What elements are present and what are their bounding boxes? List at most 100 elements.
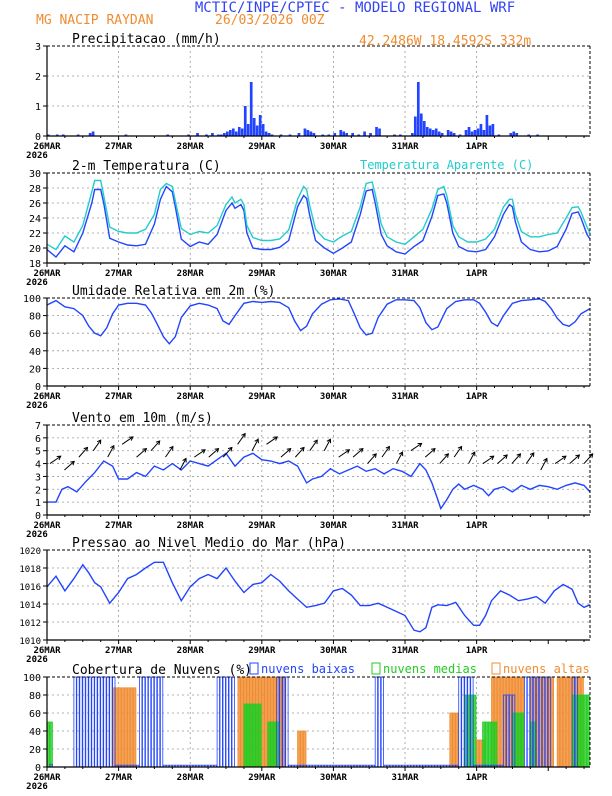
y-tick-label: 5 [35, 447, 41, 458]
cloud-high-bar [237, 676, 241, 768]
precip-bar [497, 134, 501, 136]
header-coords: 42.2486W 18.4592S 332m [359, 34, 531, 49]
y-tick-label: 100 [23, 294, 41, 305]
cloud-high-bar [449, 712, 453, 768]
temp-title: 2-m Temperatura (C) [72, 159, 221, 174]
wind-vector-head [83, 446, 89, 452]
y-tick-label: 26 [29, 199, 41, 210]
wind-vector [367, 453, 377, 464]
cloud-low-bar [82, 676, 86, 768]
cloud-high-bar [565, 676, 569, 768]
wind-title: Vento em 10m (m/s) [72, 411, 213, 426]
cloud-high-bar [264, 676, 268, 768]
y-tick-label: 100 [23, 673, 41, 684]
wind-vector-head [227, 446, 233, 452]
precip-bar [217, 134, 220, 136]
cloud-mid-bar [246, 703, 250, 768]
cloud-low-bar [526, 676, 531, 768]
y-tick-label: 1012 [19, 619, 41, 629]
wind-vector [338, 449, 350, 458]
precip-bar [312, 133, 316, 136]
precip-bar [88, 133, 92, 136]
wind-vector [511, 453, 521, 464]
precip-bar [55, 134, 59, 136]
cloud-high-bar [303, 730, 307, 768]
precip-bar [440, 133, 444, 136]
wind-vector [237, 433, 246, 445]
pressure-title: Pressao ao Nivel Medio do Mar (hPa) [72, 536, 346, 551]
cloud-high-bar [133, 687, 137, 768]
x-day-label: 1APR [466, 392, 488, 402]
wind-vector-head [56, 455, 62, 461]
cloud-mid-bar [491, 721, 495, 768]
y-tick-label: 2 [35, 72, 41, 83]
wind-vector-head [70, 460, 75, 466]
x-day-label: 1APR [466, 773, 488, 783]
wind-vector [165, 446, 174, 458]
precip-bar [491, 124, 495, 136]
x-day-label: 31MAR [391, 521, 419, 531]
cloud-low-bar [159, 676, 164, 768]
cloud-legend-swatch [249, 662, 259, 675]
clouds-panel: 0 20 40 60 80 100 26MAR 27MAR 28MAR 29MAR 30MAR 31M… [23, 662, 591, 792]
wind-vector-head [182, 457, 187, 463]
cloud-low-bar [73, 676, 77, 768]
cloud-high-bar [568, 676, 572, 768]
cloud-low-bar [94, 676, 98, 768]
cloud-mid-bar [252, 703, 256, 768]
x-day-label: 29MAR [248, 521, 276, 531]
cloud-mid-bar [583, 694, 587, 768]
precip-bar [351, 133, 355, 136]
precip-bar [378, 128, 381, 136]
precip-bar [252, 118, 256, 136]
pressure-series-line [46, 561, 591, 633]
precip-bar [527, 134, 531, 136]
y-tick-label: 0 [35, 511, 41, 522]
rh-title: Umidade Relativa em 2m (%) [72, 284, 276, 299]
wind-vector [251, 439, 259, 451]
x-day-label: 26MAR [33, 521, 61, 531]
cloud-low-bar [139, 676, 143, 768]
cloud-low-bar [106, 676, 110, 768]
wind-vector [222, 447, 233, 458]
wind-vector-head [169, 445, 174, 451]
cloud-mid-bar [577, 694, 581, 768]
wind-vector [78, 447, 88, 458]
x-day-label: 31MAR [391, 773, 419, 783]
precip-bar [339, 130, 343, 136]
x-day-label: 30MAR [320, 142, 348, 152]
cloud-legend-label: nuvens medias [383, 662, 477, 676]
precip-bar [220, 134, 223, 136]
wind-vector-head [503, 454, 508, 459]
cloud-high-bar [297, 730, 301, 768]
x-day-label: 27MAR [105, 142, 133, 152]
x-day-label: 30MAR [320, 773, 348, 783]
cloud-low-bar [100, 676, 104, 768]
x-year-label: 2026 [26, 151, 48, 161]
precip-bar [464, 130, 468, 136]
wind-vector [136, 448, 147, 458]
y-tick-label: 1 [35, 498, 41, 509]
y-tick-label: 60 [29, 329, 41, 340]
precip-bar [437, 131, 441, 136]
precip-bar [363, 131, 366, 136]
wind-vector [395, 451, 403, 464]
wind-vector-head [300, 446, 305, 452]
y-tick-label: 1010 [19, 637, 41, 647]
rh-series-line [46, 298, 591, 345]
temp-series-line [46, 185, 591, 258]
wind-vector-head [543, 457, 548, 463]
wind-panel: 0 1 2 34 5 6 7 26MAR 27MAR 28MAR 29MAR 30MAR 31MAR 1A… [26, 411, 594, 540]
x-day-label: 31MAR [391, 269, 419, 279]
precip-bar [255, 125, 259, 136]
cloud-high-bar [121, 687, 125, 768]
y-tick-label: 40 [29, 347, 41, 358]
x-day-label: 29MAR [248, 269, 276, 279]
precip-bar [270, 134, 274, 136]
wind-series-line [47, 452, 591, 511]
cloud-low-bar [109, 676, 113, 768]
cloud-mid-bar [521, 712, 525, 768]
x-day-label: 30MAR [320, 269, 348, 279]
cloud-mid-bar [488, 721, 492, 768]
